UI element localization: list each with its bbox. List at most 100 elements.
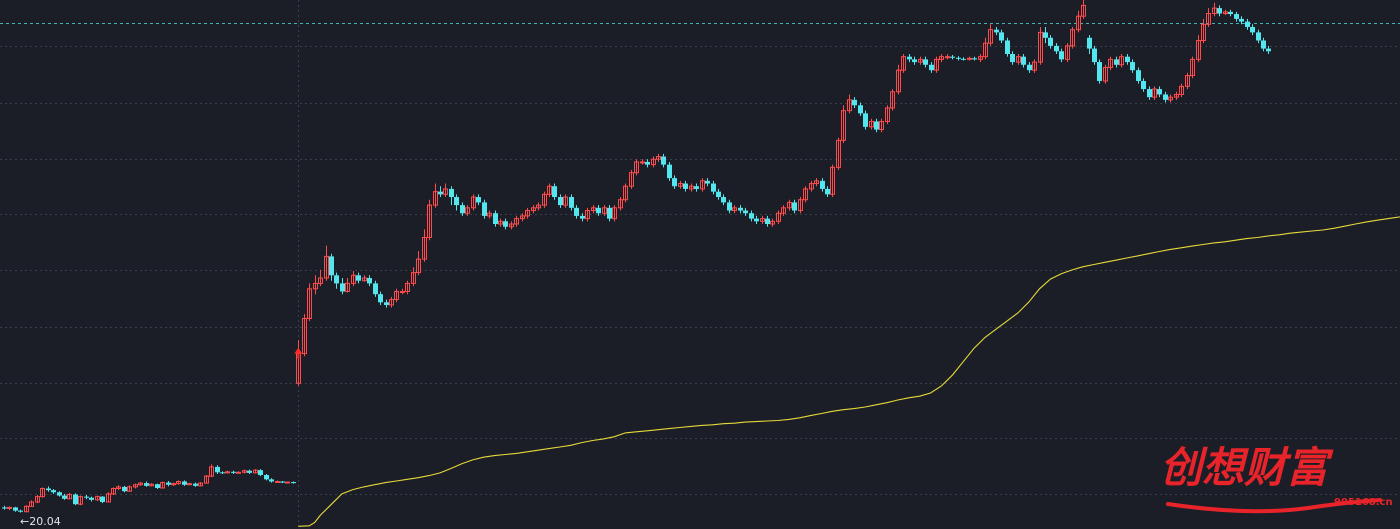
candle-body: [340, 283, 345, 292]
candle-body: [585, 210, 590, 220]
candle-222: [1212, 2, 1217, 17]
candle-body: [1234, 14, 1239, 19]
candle-body: [901, 56, 906, 71]
candle-182: [994, 26, 999, 36]
candle-body: [863, 113, 868, 127]
candle-180: [983, 37, 988, 60]
candle-184: [1005, 37, 1010, 57]
candle-body: [1010, 53, 1015, 63]
candle-196: [1070, 26, 1075, 49]
candle-2: [13, 506, 18, 512]
candle-body: [694, 186, 699, 189]
candle-36: [198, 482, 203, 487]
candle-186: [1016, 53, 1021, 65]
candle-82: [449, 186, 454, 206]
candle-34: [187, 482, 192, 486]
candle-147: [803, 186, 808, 203]
candle-body: [1239, 18, 1244, 22]
candle-230: [1256, 29, 1261, 44]
candle-body: [258, 470, 263, 476]
candle-body: [1032, 61, 1037, 71]
candle-body: [187, 483, 192, 486]
candle-72: [394, 288, 399, 303]
candle-181: [988, 24, 993, 46]
candle-body: [596, 207, 601, 214]
candle-body: [138, 482, 143, 486]
candle-body: [879, 120, 884, 131]
candle-31: [171, 482, 176, 486]
watermark-swoosh: [1166, 498, 1382, 514]
candle-109: [596, 205, 601, 216]
candle-61: [334, 272, 339, 289]
candle-body: [1125, 56, 1130, 63]
candle-226: [1234, 11, 1239, 22]
candle-body: [1136, 70, 1141, 81]
candle-body: [133, 484, 138, 488]
candle-209: [1141, 78, 1146, 92]
candle-body: [416, 258, 421, 274]
candle-body: [313, 282, 318, 290]
candle-64: [351, 270, 356, 287]
candle-32: [176, 480, 181, 485]
candle-body: [956, 57, 961, 59]
candle-120: [656, 153, 661, 162]
candle-207: [1130, 59, 1135, 73]
candle-121: [661, 153, 666, 168]
candle-body: [1081, 4, 1086, 17]
candle-body: [73, 494, 78, 505]
candle-133: [727, 199, 732, 214]
candle-body: [978, 56, 983, 60]
candle-66: [362, 275, 367, 282]
candle-73: [400, 288, 405, 295]
up-arrow-icon: [294, 347, 303, 359]
candle-76: [416, 251, 421, 276]
candle-body: [1059, 51, 1064, 60]
candle-body: [171, 483, 176, 486]
candle-body: [149, 483, 154, 487]
candle-111: [607, 205, 612, 222]
candle-101: [552, 183, 557, 200]
candle-229: [1250, 24, 1255, 36]
candle-152: [830, 164, 835, 198]
candle-body: [209, 466, 214, 477]
candle-body: [433, 191, 438, 206]
candle-3: [18, 509, 23, 513]
candle-134: [732, 205, 737, 214]
candle-57: [313, 275, 318, 295]
candle-body: [580, 215, 585, 219]
candle-155: [847, 94, 852, 114]
candle-body: [645, 161, 650, 165]
candle-body: [160, 482, 165, 489]
candle-body: [1119, 56, 1124, 66]
candle-body: [754, 218, 759, 222]
candle-75: [411, 267, 416, 287]
candle-body: [127, 486, 132, 492]
candle-body: [389, 299, 394, 306]
candle-106: [580, 213, 585, 222]
candle-body: [122, 486, 127, 492]
candle-body: [1130, 62, 1135, 71]
candle-37: [204, 475, 209, 484]
candle-body: [602, 207, 607, 214]
candle-60: [329, 253, 334, 281]
candle-body: [1147, 89, 1152, 98]
candle-body: [1016, 56, 1021, 63]
candle-body: [62, 495, 67, 499]
candle-body: [885, 107, 890, 122]
candle-body: [907, 56, 912, 60]
candle-body: [84, 496, 89, 498]
candle-body: [1163, 94, 1168, 100]
candle-139: [760, 215, 765, 225]
candle-35: [193, 482, 198, 487]
candle-143: [781, 205, 786, 216]
candle-body: [852, 99, 857, 106]
candle-59: [324, 245, 329, 281]
candle-body: [1027, 64, 1032, 71]
candle-45: [247, 469, 252, 474]
candle-123: [672, 175, 677, 189]
candle-body: [525, 210, 530, 217]
candle-68: [373, 280, 378, 297]
candle-164: [896, 64, 901, 95]
candle-body: [569, 197, 574, 208]
